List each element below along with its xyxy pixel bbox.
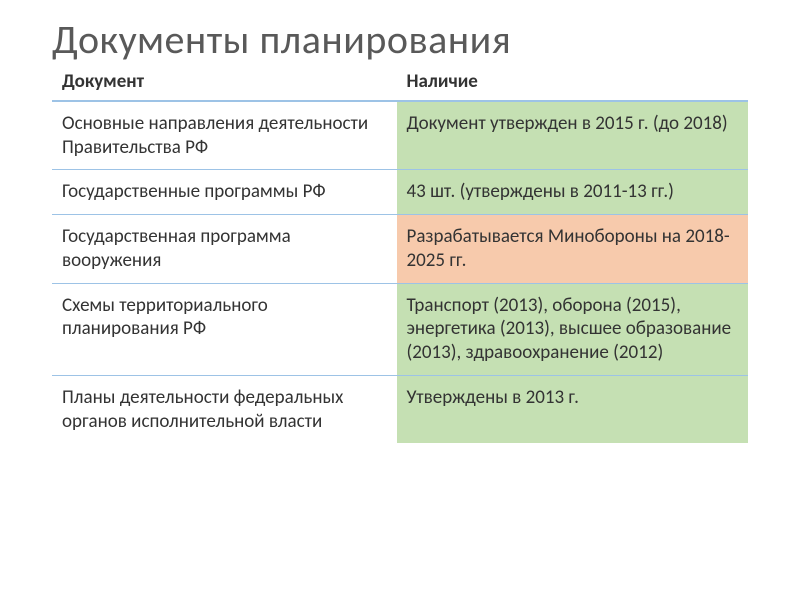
table-row: Основные направления деятельности Правит… — [52, 101, 748, 170]
cell-document: Схемы территориального планирования РФ — [52, 283, 397, 375]
table-row: Государственная программа вооружения Раз… — [52, 215, 748, 284]
cell-availability: Разрабатывается Минобороны на 2018-2025 … — [397, 215, 748, 284]
cell-document: Государственная программа вооружения — [52, 215, 397, 284]
cell-document: Планы деятельности федеральных органов и… — [52, 375, 397, 443]
table-row: Планы деятельности федеральных органов и… — [52, 375, 748, 443]
cell-document: Основные направления деятельности Правит… — [52, 101, 397, 170]
table-row: Схемы территориального планирования РФ Т… — [52, 283, 748, 375]
planning-table: Документ Наличие Основные направления де… — [52, 56, 748, 443]
cell-availability: 43 шт. (утверждены в 2011-13 гг.) — [397, 170, 748, 215]
slide: Документы планирования Документ Наличие … — [0, 0, 800, 600]
cell-document: Государственные программы РФ — [52, 170, 397, 215]
cell-availability: Документ утвержден в 2015 г. (до 2018) — [397, 101, 748, 170]
cell-availability: Транспорт (2013), оборона (2015), энерге… — [397, 283, 748, 375]
table-row: Государственные программы РФ 43 шт. (утв… — [52, 170, 748, 215]
table-body: Основные направления деятельности Правит… — [52, 101, 748, 444]
cell-availability: Утверждены в 2013 г. — [397, 375, 748, 443]
